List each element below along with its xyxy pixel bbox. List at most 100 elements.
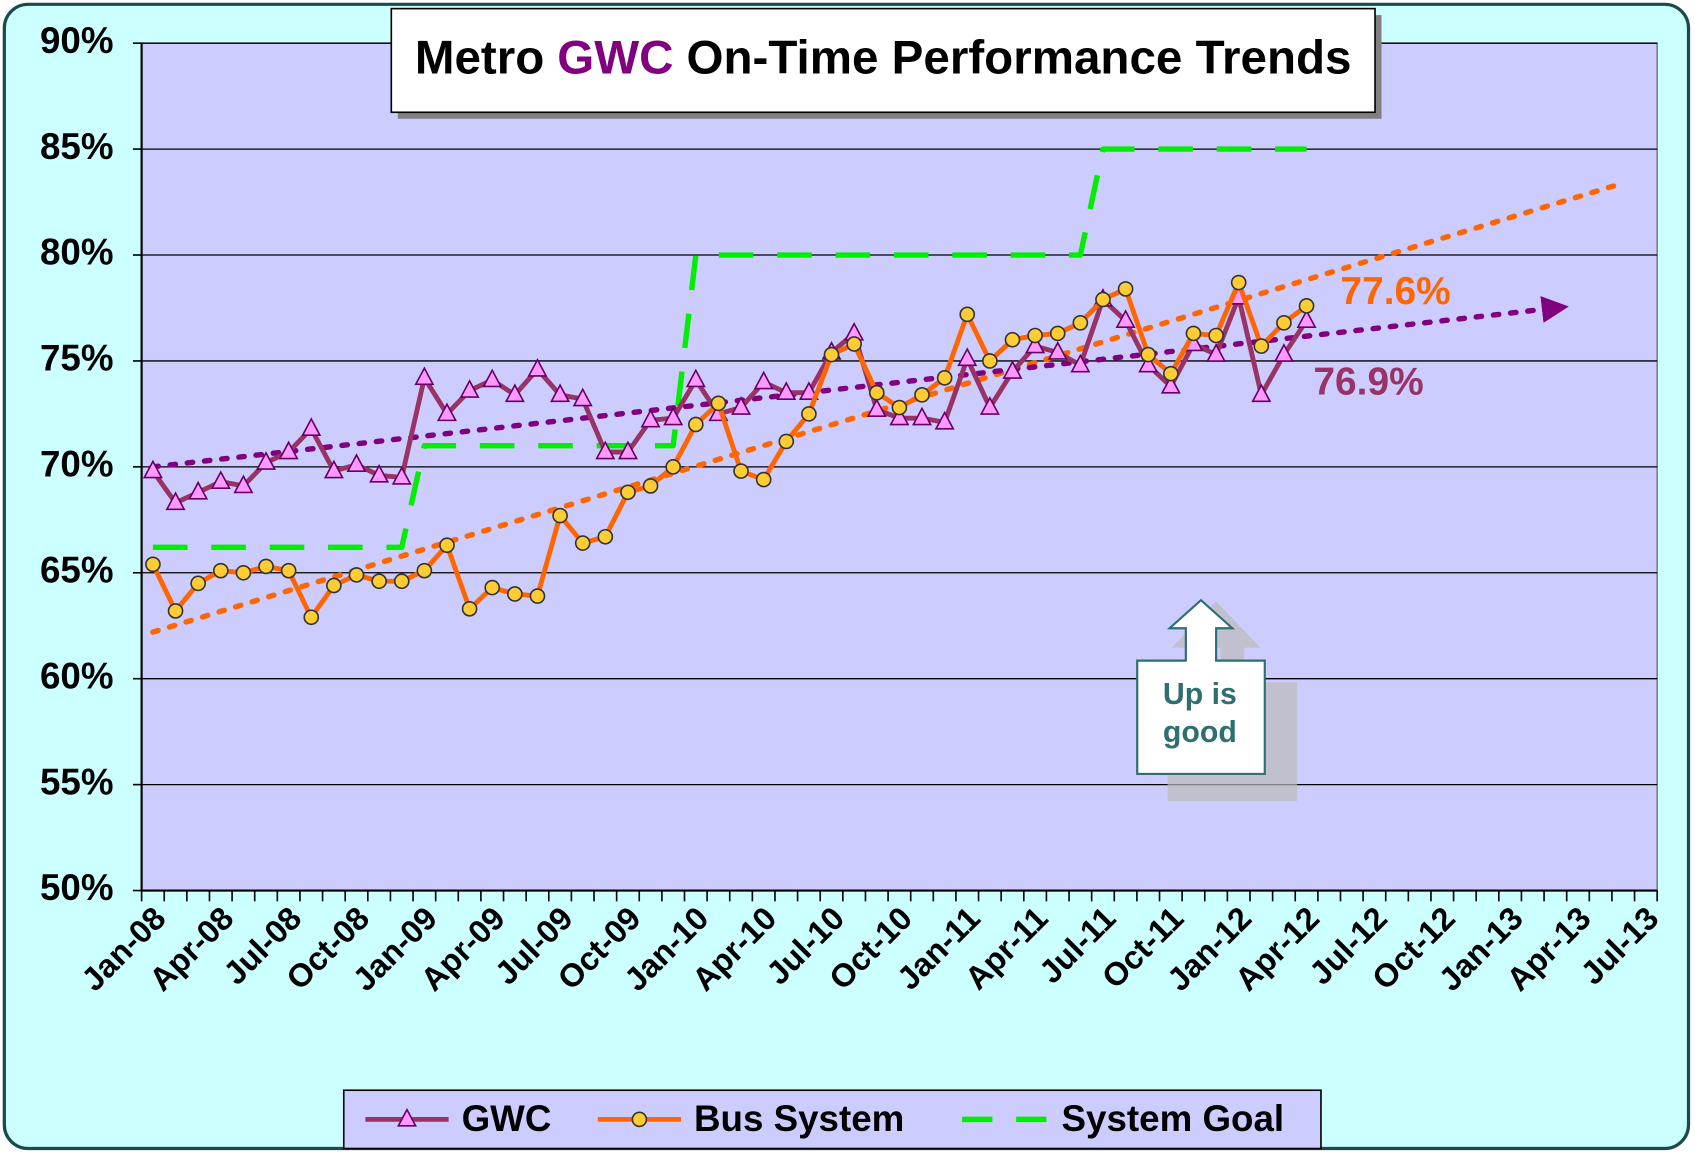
legend — [342, 1089, 1322, 1150]
marker — [529, 588, 546, 604]
y-tick-label: 55% — [40, 761, 114, 802]
y-tick-label: 60% — [40, 655, 114, 696]
marker — [617, 440, 638, 460]
marker — [145, 556, 161, 573]
marker — [391, 466, 412, 485]
callout-text: Up is — [1163, 678, 1237, 711]
marker — [348, 567, 365, 583]
goal-layer — [152, 146, 1307, 551]
marker — [1276, 314, 1292, 331]
marker — [439, 537, 455, 554]
marker — [504, 383, 525, 403]
marker — [507, 586, 523, 602]
marker — [371, 573, 387, 590]
marker — [572, 387, 593, 407]
legend-marker — [396, 1107, 417, 1127]
marker — [868, 384, 885, 401]
callout-box — [1136, 598, 1266, 776]
marker — [459, 379, 480, 398]
y-tick-label: 90% — [40, 20, 114, 61]
marker — [1049, 325, 1066, 342]
marker — [1002, 360, 1023, 379]
marker — [188, 480, 209, 500]
marker — [527, 357, 548, 377]
marker — [866, 398, 887, 417]
marker — [1072, 314, 1089, 331]
marker — [212, 562, 229, 579]
title-part: On-Time Performance Trends — [686, 31, 1351, 84]
marker — [1138, 353, 1159, 373]
marker — [778, 433, 795, 450]
series-line — [150, 280, 1309, 620]
marker — [597, 528, 614, 545]
marker — [959, 306, 976, 323]
series-layer — [142, 274, 1317, 626]
marker — [936, 370, 953, 386]
marker — [1273, 343, 1294, 362]
marker — [1298, 298, 1315, 314]
marker — [620, 484, 636, 501]
marker — [753, 370, 774, 390]
marker — [1162, 365, 1179, 382]
marker — [167, 603, 184, 619]
marker — [640, 408, 661, 428]
y-tick-label: 85% — [40, 126, 114, 167]
marker — [1253, 338, 1270, 354]
marker — [280, 562, 297, 579]
marker — [801, 406, 817, 422]
marker — [710, 395, 727, 412]
marker — [278, 440, 299, 460]
marker — [1230, 274, 1247, 291]
marker — [484, 579, 501, 596]
y-tick-label: 50% — [40, 867, 114, 908]
marker — [755, 471, 772, 488]
series-line — [150, 294, 1309, 506]
annotation: 76.9% — [1313, 361, 1423, 404]
legend-label: GWC — [462, 1098, 552, 1139]
marker — [1206, 343, 1227, 362]
marker — [687, 416, 704, 433]
legend-items: GWC Bus System System Goal — [365, 1098, 1284, 1139]
marker — [1025, 334, 1046, 354]
marker — [346, 453, 367, 473]
marker — [414, 366, 435, 386]
marker — [1095, 291, 1111, 308]
marker — [574, 535, 591, 551]
marker — [823, 346, 840, 363]
marker — [891, 399, 908, 416]
trendline — [150, 180, 1626, 635]
marker — [1185, 325, 1202, 342]
callout-text: good — [1163, 716, 1237, 749]
marker — [934, 410, 955, 430]
marker — [323, 459, 344, 479]
marker — [301, 417, 322, 437]
marker — [1027, 327, 1043, 344]
marker — [846, 336, 862, 352]
trend-layer — [150, 180, 1626, 635]
y-tick-label: 80% — [40, 232, 114, 273]
marker — [256, 451, 277, 470]
marker — [258, 558, 274, 575]
marker — [165, 491, 186, 511]
series-line — [152, 146, 1307, 551]
marker — [685, 368, 706, 388]
marker — [663, 406, 684, 426]
marker — [889, 406, 910, 426]
marker — [1117, 281, 1134, 297]
marker — [1115, 309, 1136, 328]
title-part: Metro — [415, 31, 544, 84]
marker — [957, 347, 978, 367]
marker — [482, 368, 503, 388]
legend-label: Bus System — [694, 1098, 904, 1139]
marker — [393, 573, 410, 590]
trendline — [150, 296, 1569, 470]
marker — [303, 609, 320, 626]
marker — [595, 440, 616, 460]
annotation: 77.6% — [1340, 270, 1450, 313]
y-tick-label: 70% — [40, 444, 114, 485]
marker — [914, 387, 930, 403]
marker — [776, 381, 797, 400]
marker — [326, 577, 342, 594]
marker — [1251, 383, 1272, 403]
